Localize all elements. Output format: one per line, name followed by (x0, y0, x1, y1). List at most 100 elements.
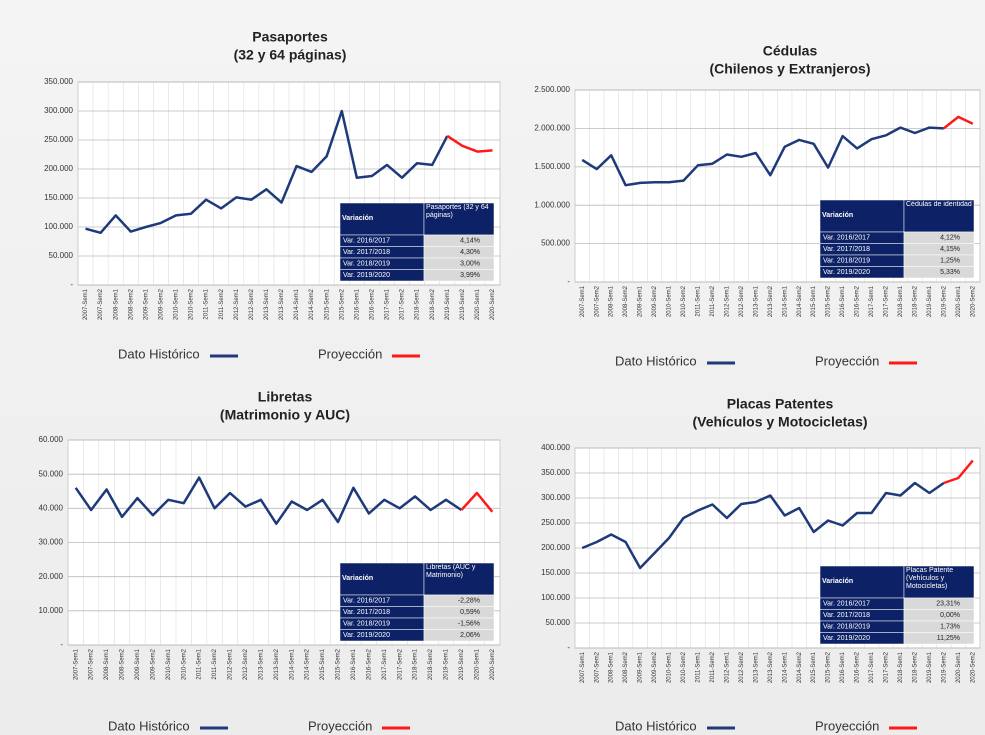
x-tick-label: 2011-Sem2 (212, 648, 218, 679)
x-tick-label: 2008-Sem1 (113, 288, 119, 320)
x-tick-label: 2015-Sem2 (336, 648, 342, 680)
table-header: Variación (822, 578, 854, 585)
x-tick-label: 2015-Sem1 (811, 285, 817, 317)
table-value-cell (903, 632, 975, 645)
y-tick-label: 350.000 (541, 468, 570, 477)
x-tick-label: 2018-Sem1 (898, 651, 904, 683)
x-tick-label: 2019-Sem1 (445, 288, 451, 320)
x-tick-label: 2016-Sem1 (354, 288, 360, 320)
x-tick-label: 2008-Sem2 (128, 288, 134, 320)
y-tick-label: 150.000 (44, 193, 73, 202)
table-value-cell (903, 231, 975, 244)
table-label: Var. 2016/2017 (343, 598, 390, 605)
table-header: Pasaportes (32 y 64 páginas) (426, 204, 489, 219)
table-label: Var. 2018/2019 (343, 621, 390, 628)
x-tick-label: 2017-Sem1 (869, 285, 875, 317)
x-tick-label: 2010-Sem2 (681, 285, 687, 317)
table-value: 23,31% (936, 601, 960, 608)
table-value-cell (423, 269, 495, 282)
x-tick-label: 2011-Sem2 (710, 651, 716, 682)
series-line (581, 126, 944, 187)
chart-subtitle: (Vehículos y Motocicletas) (692, 414, 867, 430)
x-tick-label: 2007-Sem1 (580, 651, 586, 683)
x-tick-label: 2012-Sem1 (234, 288, 240, 320)
x-tick-label: 2007-Sem1 (580, 285, 586, 317)
x-tick-label: 2020-Sem1 (956, 651, 962, 683)
x-tick-label: 2013-Sem2 (279, 288, 285, 320)
table-value: 0,00% (940, 612, 960, 619)
table-label: Var. 2018/2019 (823, 258, 870, 265)
table-value-cell (423, 234, 495, 247)
x-tick-label: 2013-Sem1 (264, 288, 270, 320)
table-label: Var. 2017/2018 (343, 609, 390, 616)
table-header: Variación (342, 575, 374, 582)
x-tick-label: 2013-Sem1 (753, 651, 759, 683)
y-tick-label: 150.000 (541, 568, 570, 577)
table-header-cell (903, 565, 975, 599)
table-value: 3,00% (460, 261, 480, 268)
x-tick-label: 2009-Sem2 (150, 648, 156, 680)
table-value-cell (423, 606, 495, 619)
table-header-box: Variación (342, 215, 373, 222)
table-label: Var. 2019/2020 (343, 272, 390, 279)
x-tick-label: 2009-Sem1 (135, 648, 141, 680)
table-header-cell (423, 562, 495, 596)
table-label: Var. 2016/2017 (823, 601, 870, 608)
x-tick-label: 2016-Sem1 (840, 285, 846, 317)
table-header-box: Variación (822, 578, 854, 585)
x-tick-label: 2020-Sem2 (970, 651, 976, 683)
table-value-cell (903, 254, 975, 267)
legend-label: Dato Histórico (108, 718, 190, 733)
legend-label: Proyección (815, 353, 879, 368)
y-tick-label: - (567, 277, 570, 286)
table-header: Cédulas de identidad (906, 201, 972, 208)
table-value: 4,12% (940, 235, 960, 242)
legend-label: Dato Histórico (615, 718, 697, 733)
table-value: 0,59% (460, 609, 480, 616)
table-value-cell (423, 257, 495, 270)
table-header-cell (819, 199, 905, 233)
x-tick-label: 2008-Sem2 (623, 651, 629, 683)
y-tick-label: - (567, 643, 570, 652)
table-value: 4,15% (940, 246, 960, 253)
table-header-box: Cédulas de identidad (906, 201, 972, 208)
x-tick-label: 2017-Sem2 (397, 648, 403, 680)
table-value-cell (903, 266, 975, 279)
y-tick-label: 300.000 (44, 106, 73, 115)
x-tick-label: 2012-Sem2 (739, 651, 745, 683)
series-line (74, 476, 463, 525)
series-line (446, 134, 493, 153)
x-tick-label: 2019-Sem2 (460, 288, 466, 320)
table-value: 4,30% (460, 249, 480, 256)
y-tick-label: 1.000.000 (534, 200, 570, 209)
table-value: -1,56% (458, 621, 480, 628)
x-tick-label: 2016-Sem2 (369, 288, 375, 320)
x-tick-label: 2010-Sem1 (667, 285, 673, 317)
x-tick-label: 2015-Sem2 (826, 651, 832, 683)
table-value: 2,06% (460, 632, 480, 639)
y-tick-label: 2.000.000 (534, 124, 570, 133)
table-header-box: Variación (822, 212, 853, 219)
table-header-cell (339, 202, 425, 236)
x-tick-label: 2012-Sem1 (724, 651, 730, 683)
x-tick-label: 2007-Sem1 (73, 648, 79, 680)
x-tick-label: 2014-Sem1 (782, 651, 788, 683)
x-tick-label: 2020-Sem1 (474, 648, 480, 680)
table-header-cell (423, 202, 495, 236)
x-tick-label: 2011-Sem1 (696, 651, 702, 682)
x-tick-label: 2015-Sem1 (324, 288, 330, 320)
x-tick-label: 2008-Sem2 (623, 285, 629, 317)
chart-title: Cédulas (763, 43, 818, 59)
table-header-box: Libretas (AUC y Matrimonio) (426, 564, 476, 579)
y-tick-label: 50.000 (39, 469, 64, 478)
y-tick-label: 30.000 (39, 538, 64, 547)
table-label: Var. 2016/2017 (823, 235, 870, 242)
y-tick-label: 50.000 (546, 618, 571, 627)
x-tick-label: 2010-Sem2 (681, 651, 687, 683)
x-tick-label: 2013-Sem1 (258, 648, 264, 680)
x-tick-label: 2012-Sem1 (724, 285, 730, 317)
x-tick-label: 2018-Sem2 (428, 648, 434, 680)
table-header: Libretas (AUC y Matrimonio) (426, 564, 476, 579)
x-tick-label: 2019-Sem1 (927, 285, 933, 317)
